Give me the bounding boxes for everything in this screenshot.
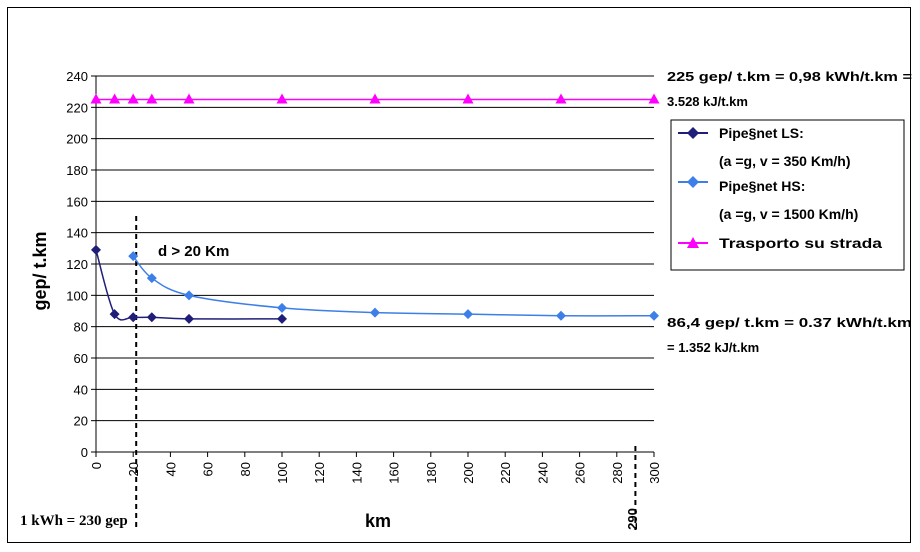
x-tick-label-280: 280 (610, 462, 625, 484)
series-2-point-250 (555, 93, 567, 104)
y-tick-label-140: 140 (66, 226, 88, 241)
y-tick-label-240: 240 (66, 69, 88, 84)
y-tick-label-60: 60 (74, 351, 88, 366)
marker-290-label: 290 (625, 508, 640, 530)
series-2-point-300 (648, 93, 660, 104)
series-2-point-30 (146, 93, 158, 104)
y-axis-label: gep/ t.km (30, 231, 50, 310)
annotation-mid-right-2: = 1.352 kJ/t.km (667, 340, 759, 355)
x-tick-label-140: 140 (349, 462, 364, 484)
legend-marker-ls (687, 127, 699, 139)
legend-marker-hs (687, 176, 699, 188)
legend-label-road: Trasporto su strada (719, 235, 882, 251)
x-tick-label-300: 300 (647, 462, 662, 484)
x-tick-label-260: 260 (573, 462, 588, 484)
y-tick-label-200: 200 (66, 132, 88, 147)
series-2-point-50 (183, 93, 195, 104)
series-0-point-50 (184, 313, 194, 324)
legend-label-ls: Pipe§net LS: (719, 125, 804, 141)
legend-label-ls-params: (a =g, v = 350 Km/h) (719, 153, 851, 169)
grid-lines (96, 75, 654, 422)
series-lines (95, 98, 655, 321)
y-tick-label-220: 220 (66, 100, 88, 115)
annotation-top-right-2: 3.528 kJ/t.km (667, 94, 748, 109)
series-1-point-150 (370, 307, 380, 318)
series-2-point-150 (369, 93, 381, 104)
y-tick-label-20: 20 (74, 414, 88, 429)
legend-entry-road: Trasporto su strada (678, 235, 882, 251)
legend-marker-road (687, 237, 699, 248)
y-tick-label-120: 120 (66, 257, 88, 272)
x-tick-label-40: 40 (163, 462, 178, 476)
x-tick-label-100: 100 (275, 462, 290, 484)
chart-frame (7, 7, 911, 543)
x-tick-labels: 0 20 40 60 80 100 120 140 160 180 200 220 240 260 280 3… (89, 462, 662, 484)
annotation-mid-right-1: 86,4 gep/ t.km = 0.37 kWh/t.km (667, 315, 912, 330)
x-tick-label-200: 200 (461, 462, 476, 484)
x-tick-label-120: 120 (312, 462, 327, 484)
series-2-point-20 (127, 93, 139, 104)
x-tick-label-240: 240 (535, 462, 550, 484)
series-0-point-30 (146, 312, 157, 323)
x-tick-label-220: 220 (498, 462, 513, 484)
y-tick-label-0: 0 (81, 445, 88, 460)
y-tick-label-160: 160 (66, 194, 88, 209)
x-tick-label-80: 80 (238, 462, 253, 476)
x-tick-label-180: 180 (424, 462, 439, 484)
vertical-markers (135, 216, 637, 530)
legend-label-hs: Pipe§net HS: (719, 178, 805, 194)
series-2-point-100 (276, 93, 288, 104)
legend-entry-ls: Pipe§net LS: (a =g, v = 350 Km/h) (678, 125, 851, 169)
conversion-note: 1 kWh = 230 gep (20, 513, 128, 529)
series-2-point-200 (462, 93, 474, 104)
series-points (90, 93, 660, 324)
y-tick-label-180: 180 (66, 163, 88, 178)
x-axis-label: km (365, 511, 391, 531)
x-tick-label-0: 0 (89, 462, 104, 469)
series-0-point-10 (109, 309, 120, 320)
series-0-point-20 (128, 312, 139, 323)
series-1-point-20 (128, 251, 139, 262)
legend-label-hs-params: (a =g, v = 1500 Km/h) (719, 206, 858, 222)
series-line-0 (95, 249, 283, 321)
series-2-point-10 (109, 93, 121, 104)
series-1-point-30 (146, 273, 157, 284)
series-1-point-50 (184, 290, 194, 301)
series-2-point-0 (90, 93, 102, 104)
series-1-point-200 (463, 309, 473, 320)
series-0-point-0 (91, 244, 101, 255)
series-line-1 (132, 255, 655, 317)
series-1-point-100 (277, 302, 287, 313)
threshold-label: d > 20 Km (158, 243, 229, 260)
y-tick-label-80: 80 (74, 320, 88, 335)
y-tick-labels: 0 20 40 60 80 100 120 140 160 180 200 220 240 (66, 69, 88, 460)
y-tick-label-40: 40 (74, 382, 88, 397)
legend-entry-hs: Pipe§net HS: (a =g, v = 1500 Km/h) (678, 176, 858, 222)
series-1-point-250 (556, 310, 566, 321)
x-tick-label-20: 20 (126, 462, 141, 476)
legend: Pipe§net LS: (a =g, v = 350 Km/h) Pipe§n… (670, 119, 905, 271)
axes (91, 75, 655, 457)
y-tick-label-100: 100 (66, 288, 88, 303)
x-tick-label-160: 160 (387, 462, 402, 484)
series-0-point-100 (277, 313, 287, 324)
annotation-top-right-1: 225 gep/ t.km = 0,98 kWh/t.km = (667, 69, 912, 84)
x-tick-label-60: 60 (201, 462, 216, 476)
series-1-point-300 (649, 310, 659, 321)
